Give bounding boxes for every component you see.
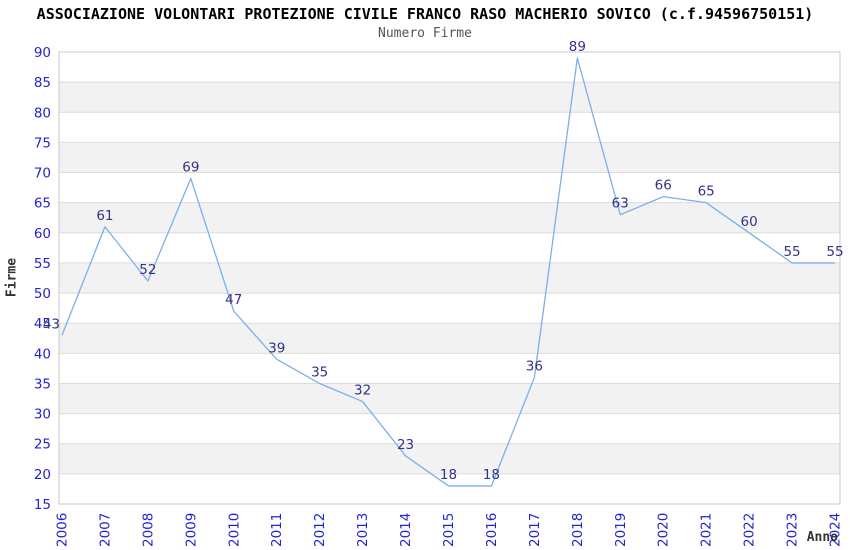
y-tick-label: 80 — [34, 105, 51, 121]
data-point-label: 65 — [698, 184, 715, 200]
x-tick-label: 2011 — [269, 513, 285, 547]
y-tick-label: 90 — [34, 45, 51, 61]
data-point-label: 66 — [655, 178, 672, 194]
data-point-label: 63 — [612, 196, 629, 212]
plot-band — [59, 202, 840, 233]
data-point-label: 55 — [783, 244, 800, 260]
data-point-label: 23 — [397, 437, 414, 453]
data-point-label: 39 — [268, 340, 285, 356]
x-tick-label: 2017 — [527, 513, 543, 547]
y-tick-label: 20 — [34, 467, 51, 483]
x-tick-label: 2010 — [226, 513, 242, 547]
plot-border — [58, 51, 841, 505]
plot-band — [59, 383, 840, 414]
data-point-label: 69 — [182, 160, 199, 176]
x-axis-title: Anno — [806, 530, 838, 545]
data-point-label: 18 — [440, 467, 457, 483]
data-point-label: 32 — [354, 383, 371, 399]
x-tick-label: 2020 — [656, 513, 672, 547]
x-tick-label: 2007 — [97, 513, 113, 547]
data-point-label: 55 — [826, 244, 843, 260]
y-tick-label: 85 — [34, 75, 51, 91]
x-tick-label: 2021 — [699, 513, 715, 547]
x-tick-label: 2016 — [484, 513, 500, 547]
y-tick-label: 55 — [34, 256, 51, 272]
x-tick-label: 2013 — [355, 513, 371, 547]
plot-band — [59, 142, 840, 173]
data-point-label: 43 — [43, 316, 60, 332]
series-line — [61, 57, 835, 487]
data-point-label: 61 — [96, 208, 113, 224]
y-tick-label: 60 — [34, 226, 51, 242]
chart-subtitle: Numero Firme — [378, 26, 472, 41]
y-tick-label: 40 — [34, 346, 51, 362]
x-tick-label: 2015 — [441, 513, 457, 547]
plot-band — [59, 443, 840, 474]
data-point-label: 47 — [225, 292, 242, 308]
y-tick-label: 65 — [34, 196, 51, 212]
data-point-label: 35 — [311, 364, 328, 380]
y-tick-label: 30 — [34, 407, 51, 423]
y-tick-label: 25 — [34, 437, 51, 453]
data-point-label: 89 — [569, 39, 586, 55]
x-tick-label: 2023 — [785, 513, 801, 547]
y-tick-label: 70 — [34, 166, 51, 182]
x-tick-label: 2024 — [828, 513, 844, 547]
plot-band — [59, 82, 840, 113]
x-tick-label: 2006 — [55, 513, 71, 547]
x-tick-label: 2014 — [398, 513, 414, 547]
data-point-label: 18 — [483, 467, 500, 483]
y-tick-label: 35 — [34, 376, 51, 392]
x-tick-label: 2009 — [183, 513, 199, 547]
x-tick-label: 2019 — [613, 513, 629, 547]
data-point-label: 52 — [139, 262, 156, 278]
data-point-label: 36 — [526, 358, 543, 374]
y-tick-label: 45 — [34, 316, 51, 332]
x-tick-label: 2018 — [570, 513, 586, 547]
x-tick-label: 2022 — [742, 513, 758, 547]
y-tick-label: 15 — [34, 497, 51, 513]
plot-band — [59, 323, 840, 354]
data-point-label: 60 — [741, 214, 758, 230]
y-tick-label: 50 — [34, 286, 51, 302]
x-tick-label: 2012 — [312, 513, 328, 547]
plot-band — [59, 262, 840, 294]
chart-title: ASSOCIAZIONE VOLONTARI PROTEZIONE CIVILE… — [36, 5, 814, 23]
x-tick-label: 2008 — [140, 513, 156, 547]
y-tick-label: 75 — [34, 135, 51, 151]
